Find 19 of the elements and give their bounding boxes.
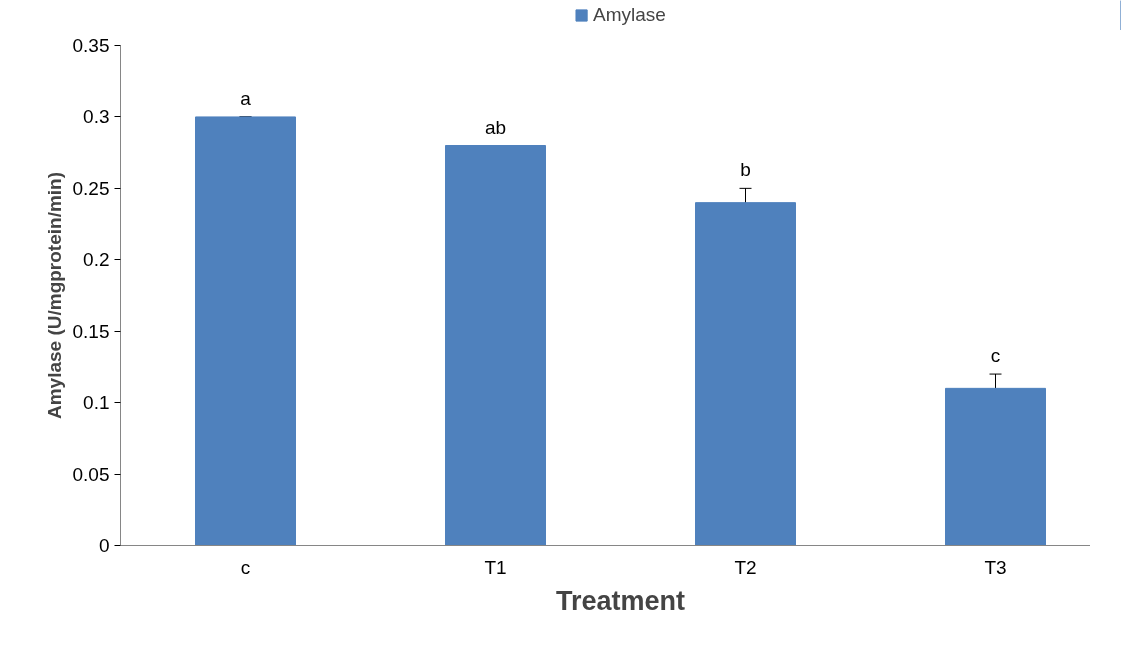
annotation: ab	[484, 116, 507, 138]
annotation: a	[240, 87, 252, 109]
annotation: b	[740, 159, 751, 181]
y-tick-label: 0.1	[83, 392, 110, 414]
x-tick-label: T1	[484, 556, 507, 578]
y-axis-title: Amylase (U/mgprotein/min)	[43, 171, 65, 420]
x-tick-label: T2	[734, 556, 757, 578]
legend-label: Amylase	[593, 4, 666, 26]
annotation: c	[990, 345, 1001, 367]
x-tick-label: c	[240, 556, 251, 578]
y-tick-label: 0.3	[83, 106, 110, 128]
x-tick-label: T3	[984, 556, 1007, 578]
y-tick-label: 0.2	[83, 249, 110, 271]
x-axis-title: Treatment	[555, 585, 686, 616]
y-tick-label: 0.35	[72, 35, 110, 56]
y-tick-label: 0.05	[72, 463, 110, 485]
y-tick-label: 0.15	[72, 320, 110, 342]
y-tick-label: 0.25	[72, 177, 110, 199]
y-tick-label: 0	[98, 535, 110, 556]
